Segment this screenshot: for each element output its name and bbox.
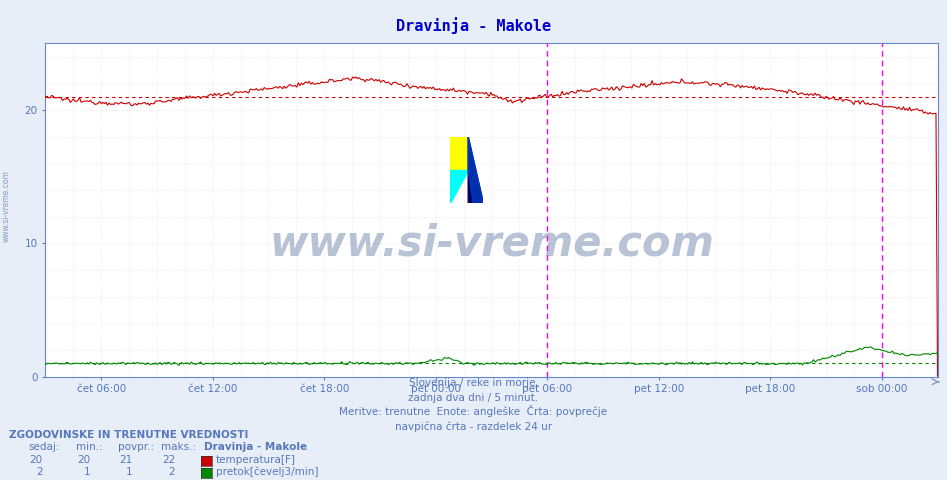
Text: Slovenija / reke in morje.: Slovenija / reke in morje. <box>408 378 539 388</box>
Text: 21: 21 <box>119 455 133 465</box>
Polygon shape <box>450 170 468 204</box>
Text: povpr.:: povpr.: <box>118 442 154 452</box>
Text: Meritve: trenutne  Enote: angleške  Črta: povprečje: Meritve: trenutne Enote: angleške Črta: … <box>339 405 608 417</box>
Text: temperatura[F]: temperatura[F] <box>216 455 295 465</box>
Polygon shape <box>468 137 484 204</box>
Text: 2: 2 <box>169 467 175 477</box>
Text: sedaj:: sedaj: <box>28 442 60 452</box>
Text: min.:: min.: <box>76 442 102 452</box>
Text: www.si-vreme.com: www.si-vreme.com <box>269 222 714 264</box>
Text: ZGODOVINSKE IN TRENUTNE VREDNOSTI: ZGODOVINSKE IN TRENUTNE VREDNOSTI <box>9 430 249 440</box>
Text: zadnja dva dni / 5 minut.: zadnja dva dni / 5 minut. <box>408 393 539 403</box>
Polygon shape <box>468 137 484 204</box>
Text: navpična črta - razdelek 24 ur: navpična črta - razdelek 24 ur <box>395 421 552 432</box>
Text: pretok[čevelj3/min]: pretok[čevelj3/min] <box>216 467 318 477</box>
Text: maks.:: maks.: <box>161 442 196 452</box>
Text: Dravinja - Makole: Dravinja - Makole <box>396 17 551 34</box>
Text: 2: 2 <box>36 467 43 477</box>
Polygon shape <box>450 137 468 170</box>
Text: 20: 20 <box>29 455 43 465</box>
Text: Dravinja - Makole: Dravinja - Makole <box>204 442 307 452</box>
Text: 1: 1 <box>126 467 133 477</box>
Text: www.si-vreme.com: www.si-vreme.com <box>1 170 10 242</box>
Text: 22: 22 <box>162 455 175 465</box>
Text: 20: 20 <box>77 455 90 465</box>
Text: 1: 1 <box>83 467 90 477</box>
